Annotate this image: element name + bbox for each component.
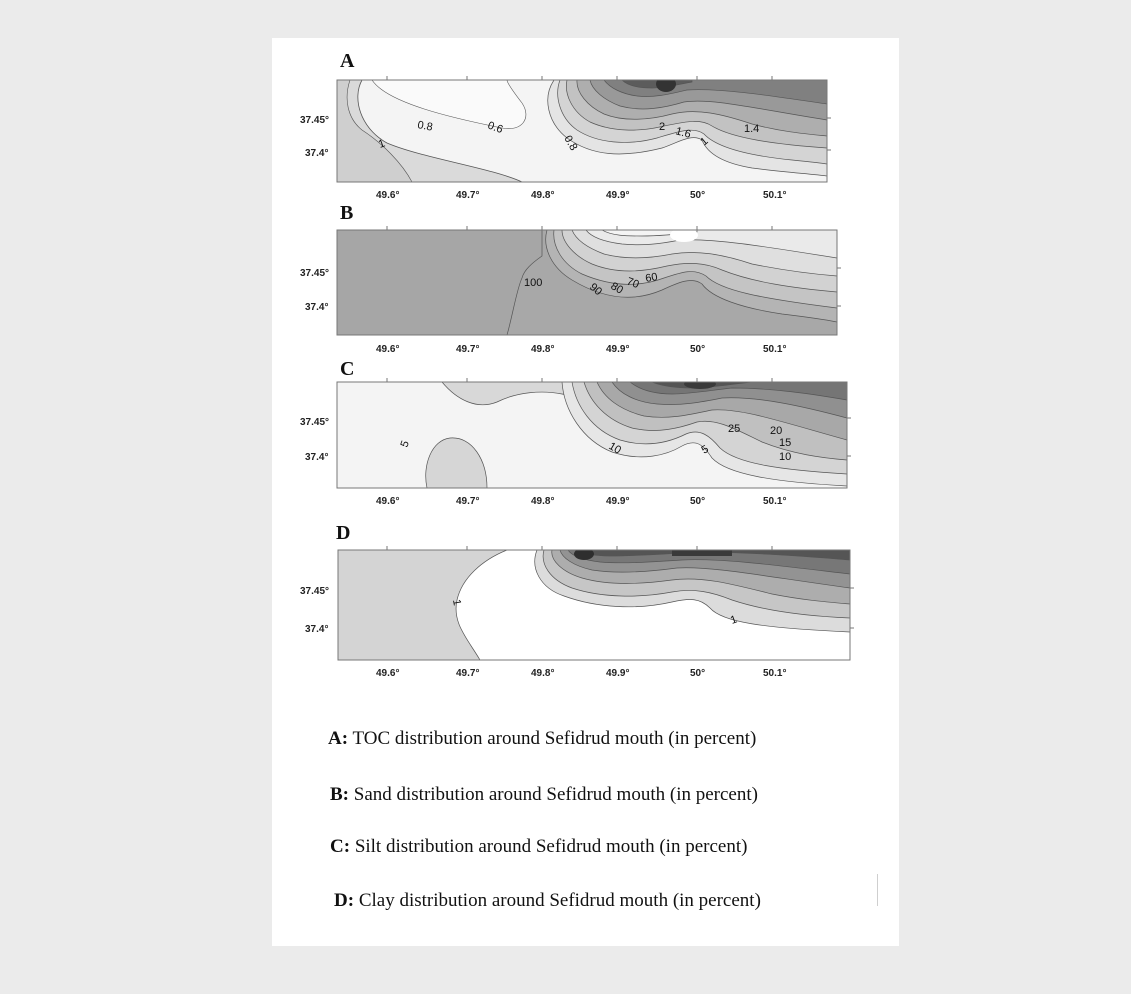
y-tick-a-0: 37.45° [300, 115, 329, 126]
x-tick-c-3: 49.9° [606, 496, 629, 507]
y-tick-a-1: 37.4° [305, 148, 328, 159]
contour-label-c-4: 20 [770, 425, 782, 437]
map-panel-c: 37.45° 37.4° 49.6° 49.7° 49.8° 49.9° 50°… [300, 378, 851, 507]
contour-label-c-5: 15 [779, 437, 791, 449]
caption-c: C: Silt distribution around Sefidrud mou… [330, 836, 747, 858]
y-tick-d-1: 37.4° [305, 624, 328, 635]
contour-label-a-0: 0.8 [416, 119, 433, 133]
x-tick-d-1: 49.7° [456, 668, 479, 679]
x-tick-b-4: 50° [690, 344, 705, 355]
x-tick-a-0: 49.6° [376, 190, 399, 201]
figure-card: A 37.45° [272, 38, 899, 946]
x-tick-a-4: 50° [690, 190, 705, 201]
panel-letter-c: C [340, 358, 355, 380]
x-tick-a-5: 50.1° [763, 190, 786, 201]
caption-a: A: TOC distribution around Sefidrud mout… [328, 728, 756, 750]
x-tick-d-0: 49.6° [376, 668, 399, 679]
x-tick-b-2: 49.8° [531, 344, 554, 355]
contour-label-c-6: 10 [779, 451, 791, 463]
x-tick-c-5: 50.1° [763, 496, 786, 507]
x-tick-a-3: 49.9° [606, 190, 629, 201]
y-tick-d-0: 37.45° [300, 586, 329, 597]
caption-key-c: C: [330, 836, 351, 857]
contour-label-b-4: 60 [644, 271, 658, 285]
caption-key-d: D: [334, 890, 355, 911]
contour-label-b-3: 70 [625, 276, 641, 291]
panel-letter-b: B [340, 202, 354, 224]
caption-key-a: A: [328, 728, 349, 749]
divider-line [877, 874, 878, 906]
x-tick-a-1: 49.7° [456, 190, 479, 201]
caption-text-b: Sand distribution around Sefidrud mouth … [349, 784, 758, 805]
caption-text-c: Silt distribution around Sefidrud mouth … [350, 836, 748, 857]
contour-label-a-4: 2 [659, 121, 665, 133]
x-tick-b-5: 50.1° [763, 344, 786, 355]
x-tick-c-4: 50° [690, 496, 705, 507]
x-tick-b-0: 49.6° [376, 344, 399, 355]
caption-key-b: B: [330, 784, 349, 805]
contour-label-a-6: 1.4 [744, 123, 759, 135]
map-panel-a: 37.45° 37.4° 49.6° 49.7° 49.8° 49.9° 50°… [300, 76, 831, 201]
contour-label-b-2: 80 [609, 280, 626, 297]
contour-label-a-2: 1 [377, 137, 387, 150]
x-tick-a-2: 49.8° [531, 190, 554, 201]
contour-label-a-1: 0.6 [486, 120, 504, 137]
x-tick-d-3: 49.9° [606, 668, 629, 679]
x-tick-c-1: 49.7° [456, 496, 479, 507]
x-tick-d-2: 49.8° [531, 668, 554, 679]
caption-d: D: Clay distribution around Sefidrud mou… [334, 890, 761, 912]
x-tick-d-4: 50° [690, 668, 705, 679]
caption-b: B: Sand distribution around Sefidrud mou… [330, 784, 758, 806]
contour-label-d-0: 1 [450, 598, 463, 606]
contour-label-b-0: 100 [524, 277, 542, 289]
map-panel-d: 37.45° 37.4° 49.6° 49.7° 49.8° 49.9° 50°… [300, 546, 854, 679]
y-tick-b-0: 37.45° [300, 268, 329, 279]
contour-label-c-2: 5 [700, 443, 711, 456]
contour-label-c-0: 5 [399, 439, 412, 449]
contour-label-d-1: 1 [729, 613, 739, 626]
x-tick-c-2: 49.8° [531, 496, 554, 507]
y-tick-c-1: 37.4° [305, 452, 328, 463]
x-tick-b-1: 49.7° [456, 344, 479, 355]
x-tick-d-5: 50.1° [763, 668, 786, 679]
caption-text-a: TOC distribution around Sefidrud mouth (… [348, 728, 757, 749]
contour-label-c-1: 10 [607, 440, 624, 457]
caption-text-d: Clay distribution around Sefidrud mouth … [354, 890, 761, 911]
panel-letter-a: A [340, 50, 355, 72]
x-tick-b-3: 49.9° [606, 344, 629, 355]
map-panel-b: 37.45° 37.4° 49.6° 49.7° 49.8° 49.9° 50°… [300, 226, 841, 355]
x-tick-c-0: 49.6° [376, 496, 399, 507]
y-tick-c-0: 37.45° [300, 417, 329, 428]
contour-label-a-5: 1.6 [674, 125, 692, 141]
panel-letter-d: D [336, 522, 351, 544]
y-tick-b-1: 37.4° [305, 302, 328, 313]
contour-label-c-3: 25 [728, 423, 740, 435]
